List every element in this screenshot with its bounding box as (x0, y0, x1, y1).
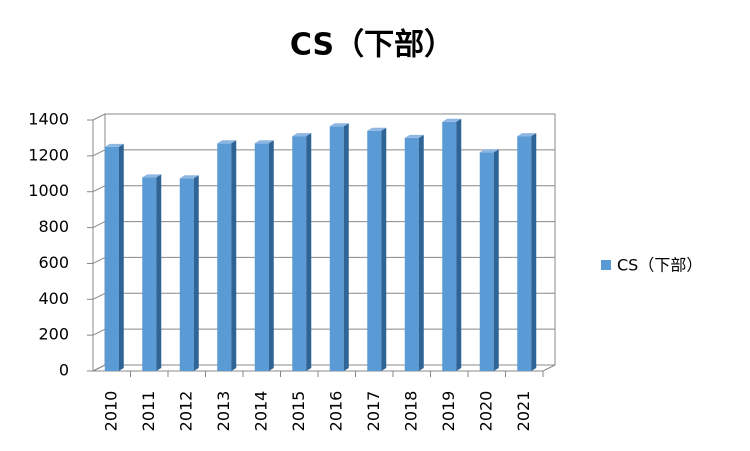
bar (329, 126, 344, 372)
bar-side (306, 133, 312, 371)
bar (442, 121, 457, 372)
bar-side (531, 133, 537, 371)
x-tick-label: 2021 (514, 391, 533, 432)
bar-top (254, 140, 274, 144)
x-tick-label: 2012 (176, 391, 195, 432)
bar (479, 152, 494, 371)
bar-top (179, 175, 199, 179)
bar-side (493, 149, 499, 371)
x-tick-label: 2016 (326, 391, 345, 432)
x-tick-label: 2013 (214, 391, 233, 432)
x-tick-label: 2020 (476, 391, 495, 432)
bar (404, 137, 419, 371)
grid-line (92, 364, 106, 372)
bar (217, 143, 232, 371)
y-tick-label: 1400 (28, 110, 69, 129)
bar-side (193, 175, 199, 371)
x-tick-label: 2015 (289, 391, 308, 432)
y-tick-label: 600 (38, 253, 69, 272)
bar-side (456, 118, 462, 372)
bar-top (142, 174, 162, 178)
bar-top (404, 134, 424, 138)
bar-side (231, 140, 237, 371)
legend-swatch (601, 260, 611, 270)
grid-line (92, 328, 106, 336)
y-tick-label: 1200 (28, 145, 69, 164)
grid-line (92, 113, 106, 121)
bar-side (343, 123, 349, 372)
y-tick-label: 1000 (28, 181, 69, 200)
x-tick-label: 2014 (251, 391, 270, 432)
bar-side (381, 127, 387, 371)
bar-top (217, 140, 237, 144)
bar-top (517, 133, 537, 137)
y-tick-label: 400 (38, 289, 69, 308)
bar-top (104, 143, 124, 147)
x-tick-label: 2018 (401, 391, 420, 432)
x-tick-label: 2017 (364, 391, 383, 432)
bar-side (418, 134, 424, 371)
y-tick-label: 200 (38, 325, 69, 344)
y-tick-label: 800 (38, 217, 69, 236)
bar-side (118, 143, 124, 371)
chart-title: CS（下部） (290, 28, 454, 63)
grid-line (92, 149, 106, 157)
y-tick-label: 0 (59, 361, 69, 380)
bar (517, 136, 532, 371)
grid-line (92, 256, 106, 264)
bar (367, 130, 382, 371)
grid-line (92, 221, 106, 229)
bar-top (442, 118, 462, 122)
bar-top (367, 127, 387, 131)
bar-side (268, 140, 274, 371)
bar-top (292, 133, 312, 137)
bar (142, 177, 157, 371)
grid-line (92, 292, 106, 300)
legend-label: CS（下部） (617, 256, 702, 275)
bar-side (156, 174, 162, 371)
bar-top (329, 123, 349, 127)
x-tick-label: 2011 (139, 391, 158, 432)
x-tick-label: 2010 (101, 391, 120, 432)
bar-top (479, 149, 499, 153)
grid-line (92, 185, 106, 193)
bar (179, 178, 194, 371)
bar (254, 143, 269, 371)
bar (104, 146, 119, 371)
bar (292, 136, 307, 371)
x-tick-label: 2019 (439, 391, 458, 432)
